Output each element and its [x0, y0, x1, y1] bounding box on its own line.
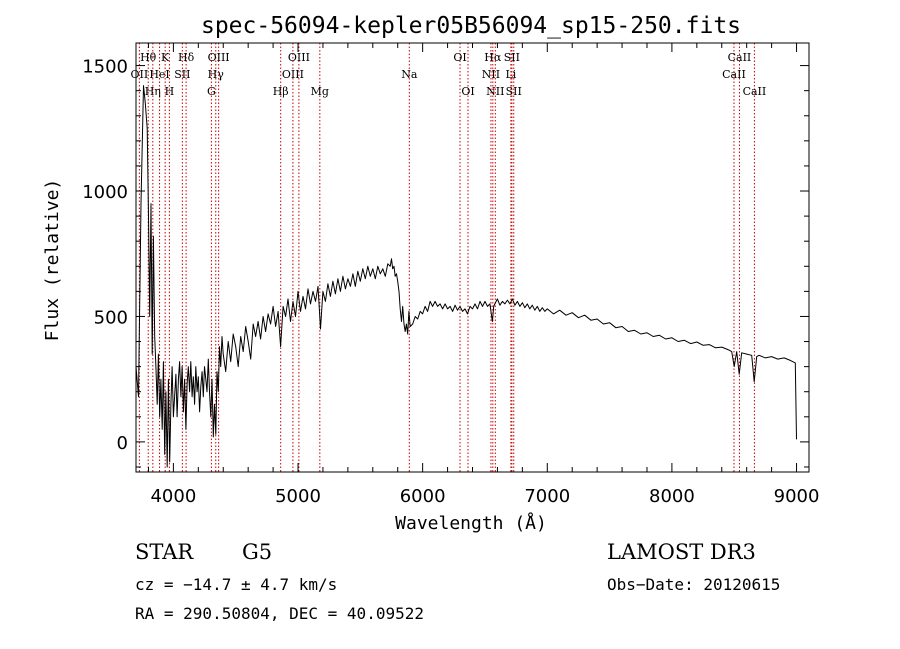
- x-tick-label: 9000: [774, 486, 820, 507]
- spectral-line-label: Hθ: [140, 51, 157, 64]
- spectrum-series-line: [135, 85, 797, 468]
- x-tick-label: 6000: [400, 486, 446, 507]
- spectral-line-label: NII: [482, 68, 500, 81]
- plot-frame: [135, 42, 810, 473]
- y-tick-label: 500: [94, 307, 128, 328]
- spectral-line-label: K: [161, 51, 170, 64]
- spectral-line-label: H: [165, 85, 175, 98]
- spectral-line-label: OI: [453, 51, 466, 64]
- spectral-line-label: HeI: [149, 68, 169, 81]
- spectral-line-labels: OII Hθ Hη K HeI H Hδ SII OIII Hγ G Hβ OIII OIII Mg Na OI…: [131, 51, 767, 98]
- y-tick-label: 1500: [82, 57, 128, 78]
- spectral-line-markers: [138, 43, 755, 472]
- y-tick-label: 1000: [82, 182, 128, 203]
- spectral-line-label: SII: [506, 85, 522, 98]
- observation-date: Obs−Date: 20120615: [607, 575, 780, 594]
- object-type: STAR: [135, 540, 194, 564]
- spectral-line-label: CaII: [743, 85, 767, 98]
- spectral-line-label: Hδ: [178, 51, 195, 64]
- object-subclass: G5: [242, 540, 272, 564]
- x-axis-label: Wavelength (Å): [395, 512, 547, 534]
- spectral-line-label: NII: [486, 85, 504, 98]
- spectral-line-label: Hη: [145, 85, 161, 98]
- chart-title: spec-56094-kepler05B56094_sp15-250.fits: [201, 13, 741, 39]
- spectral-line-label: OI: [461, 85, 474, 98]
- x-tick-label: 8000: [649, 486, 695, 507]
- spectral-line-label: Hβ: [273, 85, 289, 98]
- spectral-line-label: OIII: [208, 51, 230, 64]
- y-axis: 0 500 1000 1500: [82, 57, 809, 468]
- spectral-line-label: Na: [401, 68, 418, 81]
- spectral-line-label: Hγ: [208, 68, 225, 81]
- x-tick-label: 4000: [150, 486, 196, 507]
- spectral-line-label: OIII: [288, 51, 310, 64]
- spectral-line-label: OIII: [282, 68, 304, 81]
- sky-coordinates: RA = 290.50804, DEC = 40.09522: [135, 604, 424, 623]
- x-tick-label: 5000: [275, 486, 321, 507]
- x-axis: 4000 5000 6000 7000 8000 9000: [147, 43, 820, 507]
- spectral-line-label: CaII: [722, 68, 746, 81]
- spectral-line-label: SII: [174, 68, 190, 81]
- spectral-line-label: Hα: [484, 51, 502, 64]
- spectral-line-label: Mg: [311, 85, 329, 98]
- spectral-line-label: G: [207, 85, 216, 98]
- survey-name: LAMOST DR3: [607, 540, 756, 564]
- y-axis-label: Flux (relative): [42, 179, 63, 342]
- spectral-line-label: SII: [504, 51, 520, 64]
- y-tick-label: 0: [117, 433, 128, 454]
- redshift-velocity: cz = −14.7 ± 4.7 km/s: [135, 575, 337, 594]
- spectral-line-label: OII: [131, 68, 149, 81]
- x-tick-label: 7000: [524, 486, 570, 507]
- spectral-line-label: Li: [505, 68, 516, 81]
- spectral-line-label: CaII: [728, 51, 752, 64]
